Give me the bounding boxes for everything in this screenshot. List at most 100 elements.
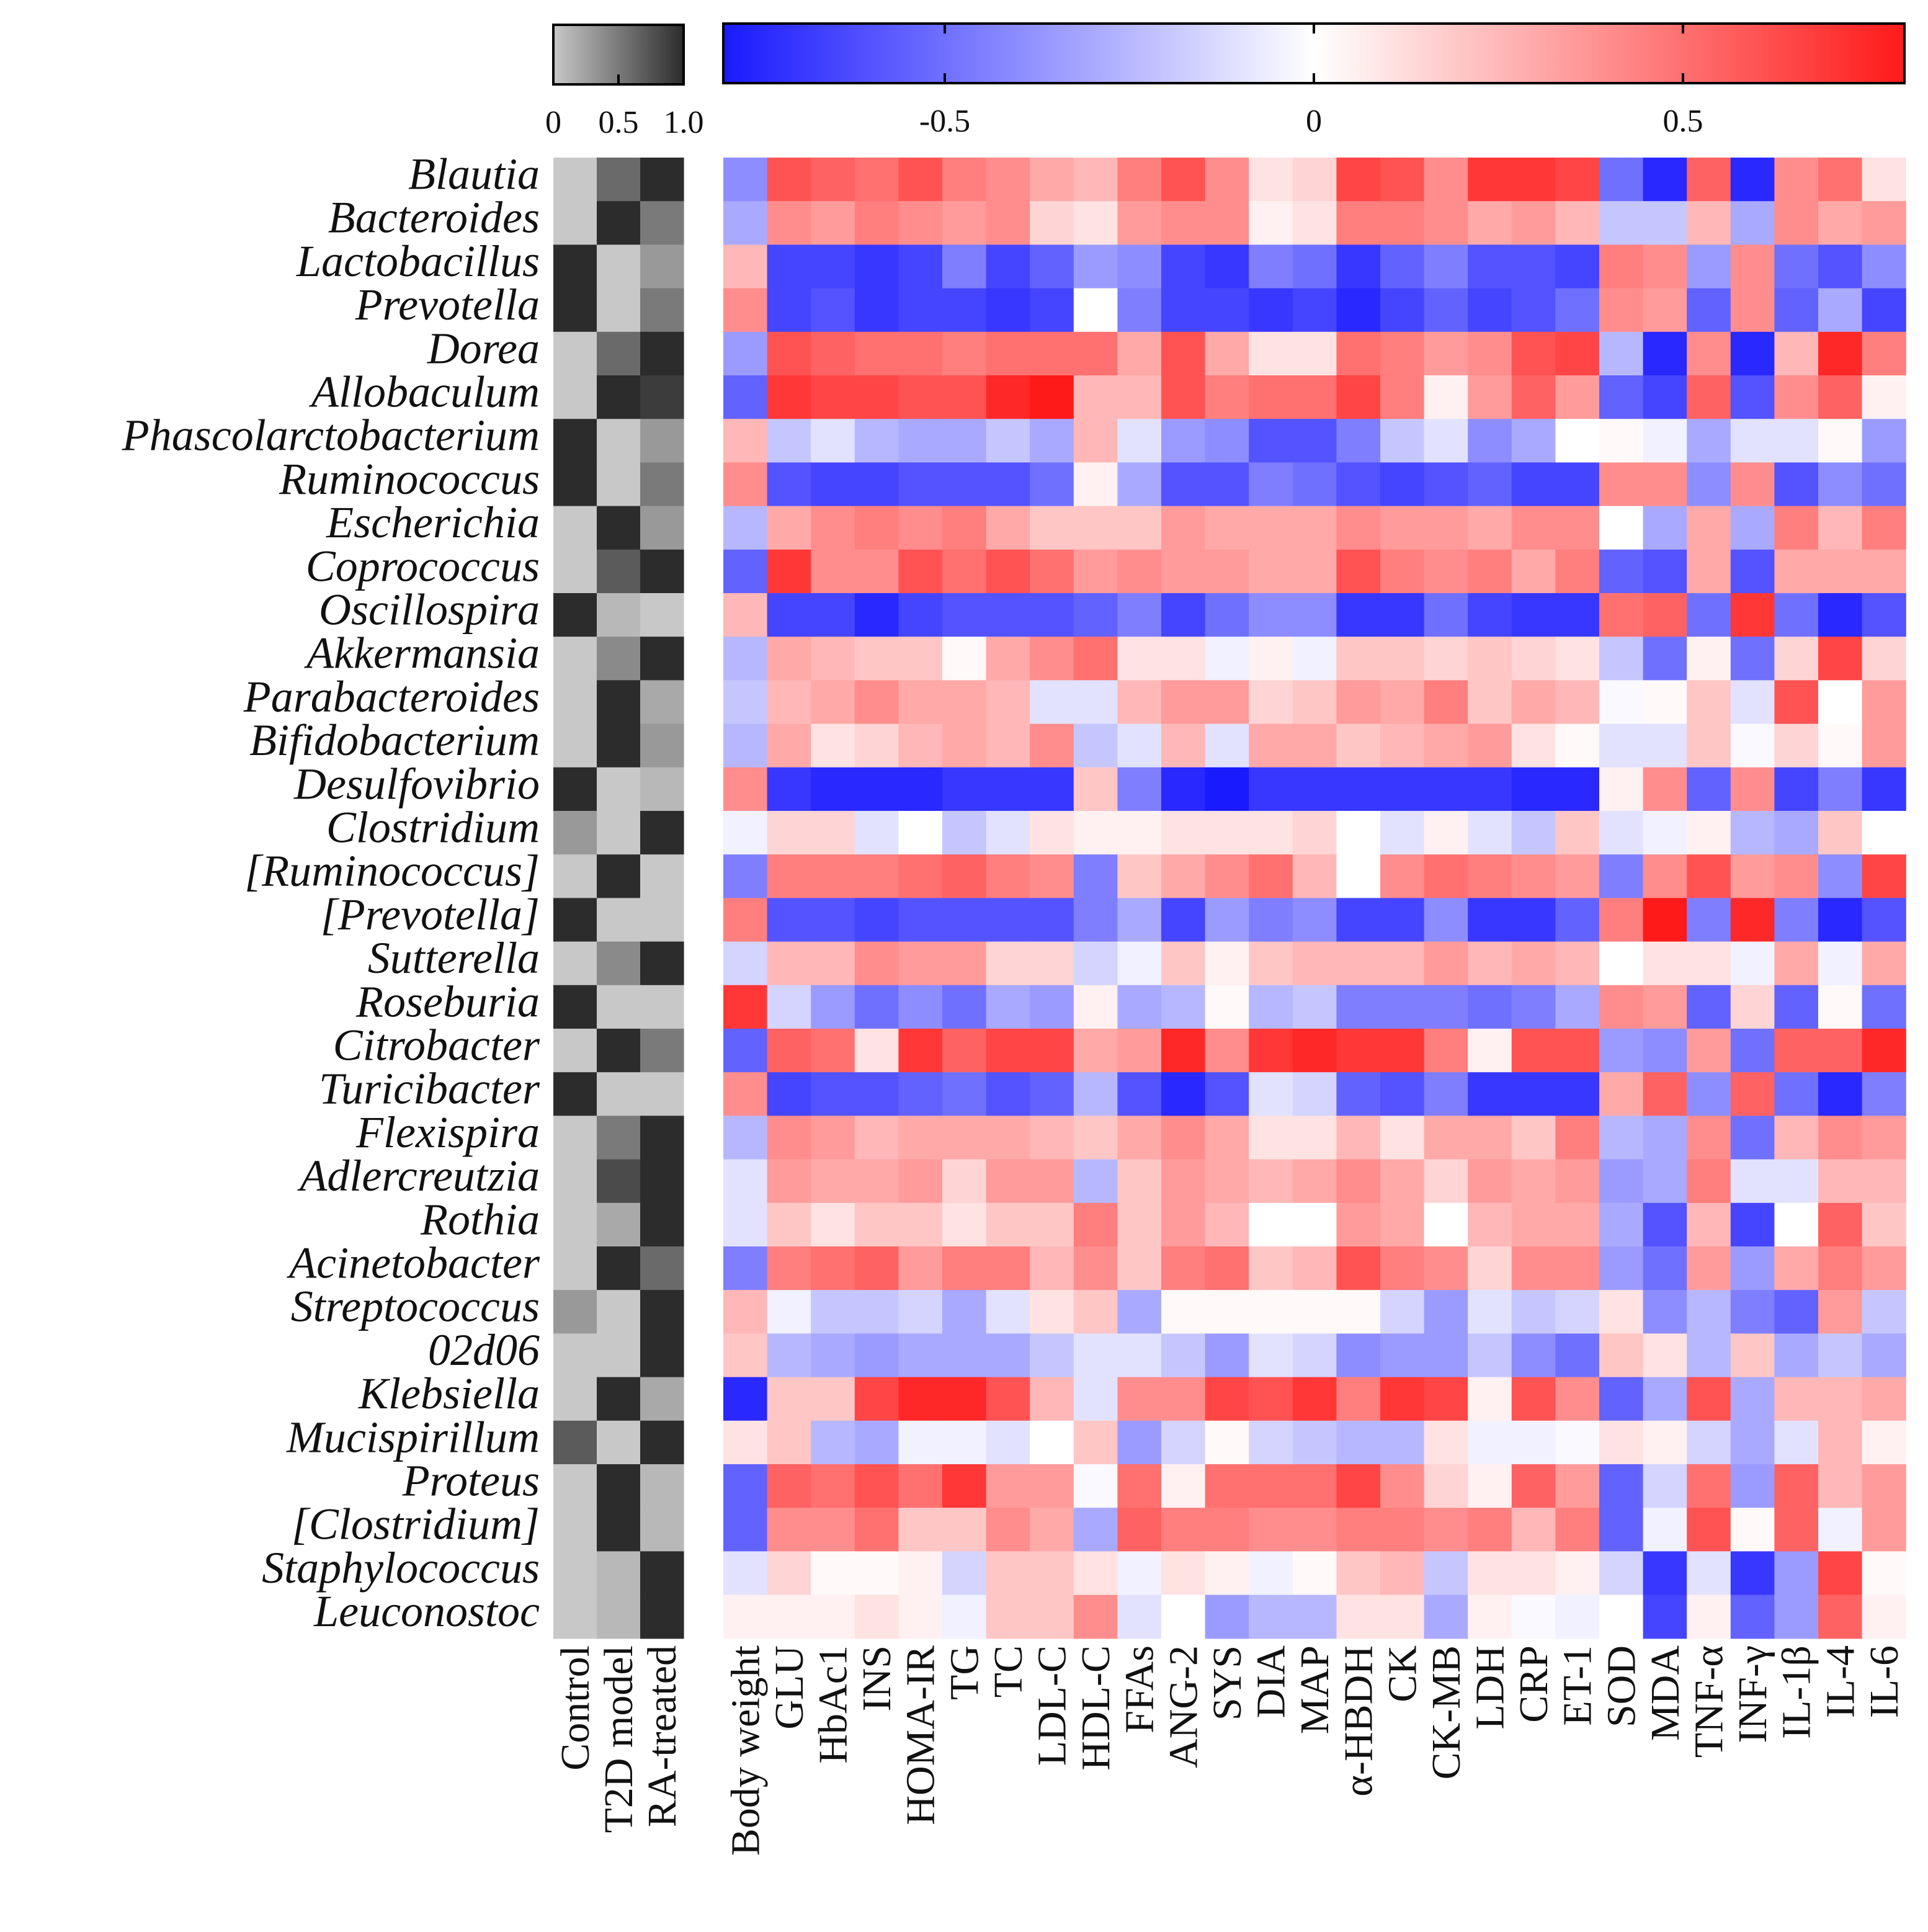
correlation-cell-02d06-glu: [767, 1333, 811, 1378]
correlation-cell-phascolarctobacterium-tnf: [1687, 419, 1731, 463]
correlation-heatmap: [723, 158, 1906, 1639]
correlation-cell-ruminococcus-ffas: [1117, 462, 1162, 507]
genus-label-leuconostoc: Leuconostoc: [313, 1586, 540, 1636]
abundance-cell-leuconostoc-control: [553, 1594, 597, 1639]
correlation-cell-leuconostoc-ins: [854, 1594, 899, 1639]
correlation-cell-rothia-ck-mb: [1424, 1202, 1468, 1247]
correlation-cell-coprococcus-ldh: [1468, 549, 1512, 594]
correlation-cell-blautia-body-weight: [723, 158, 768, 202]
correlation-cell-escherichia-sys: [1205, 506, 1249, 550]
correlation-cell-lactobacillus-map: [1292, 244, 1337, 289]
correlation-cell-allobaculum-il-4: [1818, 375, 1863, 419]
genus-labels: BlautiaBacteroidesLactobacillusPrevotell…: [122, 150, 540, 1637]
correlation-cell-bacteroides-ldl-c: [1030, 201, 1074, 245]
correlation-cell-desulfovibrio-sys: [1205, 767, 1249, 812]
genus-label-escherichia: Escherichia: [326, 498, 540, 547]
correlation-cell-akkermansia-tg: [942, 637, 987, 681]
correlation-cell-clostridium-hdl-c: [1073, 1508, 1118, 1552]
parameter-label-map: MAP: [1292, 1645, 1337, 1734]
correlation-cell-staphylococcus-ldl-c: [1030, 1551, 1074, 1596]
correlation-cell-prevotella-ck-mb: [1424, 288, 1468, 333]
correlation-cell-adlercreutzia-et-1: [1555, 1159, 1600, 1204]
correlation-cell-ruminococcus-il-4: [1818, 462, 1863, 507]
correlation-cell-sutterella-hbac1: [811, 941, 855, 986]
correlation-cell-clostridium-il-4: [1818, 811, 1863, 855]
abundance-colorbar-ticks: 0 0.5 1.0: [545, 74, 704, 140]
correlation-cell-adlercreutzia-il-1: [1774, 1159, 1819, 1204]
correlation-cell-parabacteroides-il-4: [1818, 680, 1863, 725]
correlation-cell-leuconostoc-map: [1292, 1594, 1337, 1639]
correlation-cell-blautia-tc: [986, 158, 1030, 202]
correlation-cell-02d06-hbac1: [811, 1333, 855, 1378]
genus-label-clostridium: Clostridium: [326, 803, 540, 852]
correlation-cell-phascolarctobacterium-map: [1292, 419, 1337, 463]
correlation-cell-prevotella-dia: [1249, 898, 1293, 942]
correlation-cell-flexispira-sod: [1599, 1116, 1644, 1160]
correlation-cell-mucispirillum-inf: [1730, 1420, 1775, 1465]
correlation-cell-prevotella-hbac1: [811, 898, 855, 942]
correlation-cell-blautia-ldl-c: [1030, 158, 1074, 202]
correlation-cell-prevotella-homa-ir: [898, 898, 943, 942]
correlation-cell-parabacteroides-homa-ir: [898, 680, 943, 725]
correlation-cell-desulfovibrio-ang-2: [1161, 767, 1206, 812]
correlation-cell-ruminococcus-homa-ir: [898, 462, 943, 507]
correlation-cell-desulfovibrio-ck: [1380, 767, 1425, 812]
correlation-cell-citrobacter-body-weight: [723, 1029, 768, 1073]
correlation-cell-prevotella-inf: [1730, 288, 1775, 333]
correlation-cell-parabacteroides-crp: [1511, 680, 1556, 725]
correlation-cell-coprococcus-hbdh: [1336, 549, 1381, 594]
abundance-cell-klebsiella-t2d-model: [597, 1377, 641, 1421]
correlation-cell-turicibacter-hdl-c: [1073, 1072, 1118, 1116]
abundance-cell-escherichia-t2d-model: [597, 506, 641, 550]
correlation-cell-acinetobacter-body-weight: [723, 1246, 768, 1290]
abundance-cell-flexispira-control: [553, 1116, 597, 1160]
correlation-cell-lactobacillus-il-6: [1862, 244, 1906, 289]
correlation-cell-desulfovibrio-dia: [1249, 767, 1293, 812]
parameter-label-ldh: LDH: [1468, 1645, 1513, 1730]
correlation-cell-ruminococcus-ins: [854, 462, 899, 507]
abundance-heatmap: [553, 158, 684, 1639]
group-label-ra-treated: RA-treated: [640, 1645, 685, 1827]
correlation-cell-bacteroides-tg: [942, 201, 987, 245]
correlation-cell-roseburia-hbdh: [1336, 985, 1381, 1029]
correlation-cell-akkermansia-body-weight: [723, 637, 768, 681]
abundance-cell-prevotella-ra-treated: [640, 898, 684, 942]
correlation-cell-leuconostoc-glu: [767, 1594, 811, 1639]
correlation-cell-staphylococcus-tg: [942, 1551, 987, 1596]
correlation-cell-staphylococcus-map: [1292, 1551, 1337, 1596]
correlation-cell-desulfovibrio-ffas: [1117, 767, 1162, 812]
correlation-cell-prevotella-il-6: [1862, 898, 1906, 942]
correlation-cell-turicibacter-il-1: [1774, 1072, 1819, 1116]
correlation-cell-02d06-ck: [1380, 1333, 1425, 1378]
correlation-cell-oscillospira-glu: [767, 593, 811, 637]
correlation-cell-allobaculum-il-6: [1862, 375, 1906, 419]
correlation-cell-leuconostoc-tg: [942, 1594, 987, 1639]
abundance-cell-blautia-ra-treated: [640, 158, 684, 202]
correlation-cell-flexispira-il-4: [1818, 1116, 1863, 1160]
correlation-cell-flexispira-tg: [942, 1116, 987, 1160]
abundance-cell-leuconostoc-ra-treated: [640, 1594, 684, 1639]
correlation-cell-dorea-tg: [942, 331, 987, 376]
correlation-cell-dorea-il-1: [1774, 331, 1819, 376]
correlation-cell-staphylococcus-inf: [1730, 1551, 1775, 1596]
correlation-cell-oscillospira-tnf: [1687, 593, 1731, 637]
correlation-cell-streptococcus-hdl-c: [1073, 1290, 1118, 1334]
correlation-cell-dorea-tnf: [1687, 331, 1731, 376]
correlation-cell-bacteroides-il-4: [1818, 201, 1863, 245]
correlation-cell-proteus-ldh: [1468, 1464, 1512, 1508]
correlation-cell-desulfovibrio-glu: [767, 767, 811, 812]
correlation-cell-leuconostoc-sod: [1599, 1594, 1644, 1639]
correlation-cell-prevotella-map: [1292, 898, 1337, 942]
parameter-label-inf: INF-γ: [1730, 1645, 1775, 1743]
correlation-cell-leuconostoc-ck-mb: [1424, 1594, 1468, 1639]
correlation-cell-bifidobacterium-et-1: [1555, 723, 1600, 768]
correlation-cell-ruminococcus-ldl-c: [1030, 854, 1074, 898]
correlation-cell-prevotella-glu: [767, 898, 811, 942]
correlation-cell-roseburia-hbac1: [811, 985, 855, 1029]
correlation-cell-clostridium-il-1: [1774, 811, 1819, 855]
correlation-cell-acinetobacter-homa-ir: [898, 1246, 943, 1290]
correlation-cell-oscillospira-homa-ir: [898, 593, 943, 637]
correlation-cell-streptococcus-hbac1: [811, 1290, 855, 1334]
correlation-cell-lactobacillus-il-4: [1818, 244, 1863, 289]
correlation-cell-proteus-et-1: [1555, 1464, 1600, 1508]
